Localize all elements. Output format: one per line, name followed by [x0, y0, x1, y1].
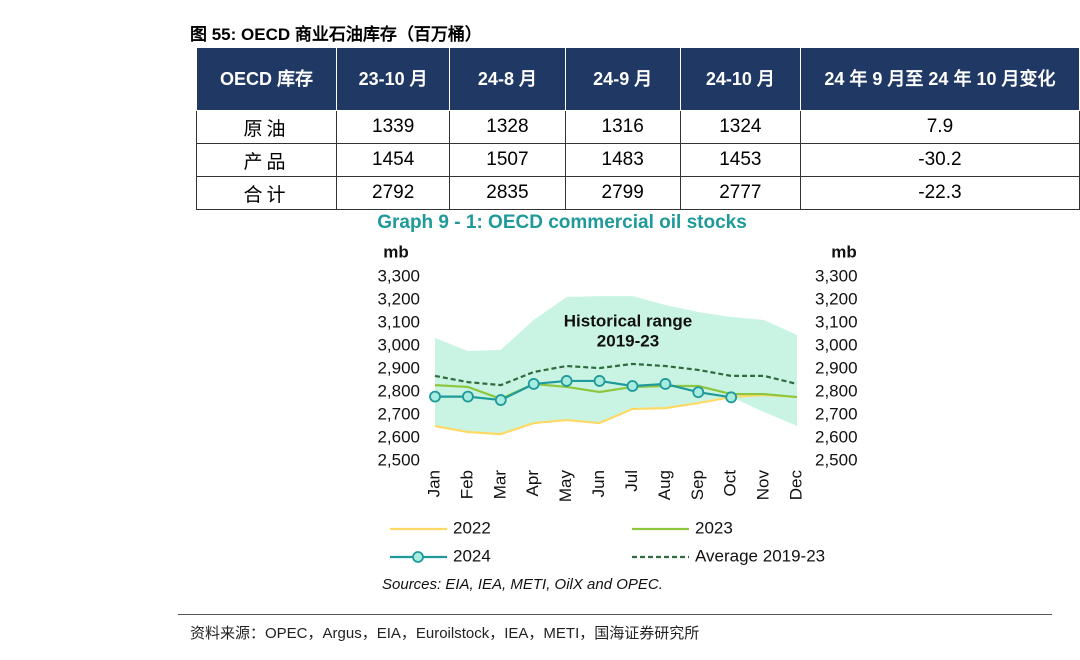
annotation: 2019-23: [597, 331, 659, 350]
chart-source: Sources: EIA, IEA, METI, OilX and OPEC.: [382, 576, 663, 593]
y2-tick-label: 2,700: [815, 404, 858, 423]
column-header: 24-10 月: [679, 47, 801, 111]
cell: -30.2: [799, 143, 1080, 177]
divider: [178, 614, 1052, 615]
x-tick-label: Jul: [622, 470, 641, 492]
x-tick-label: Jun: [589, 470, 608, 497]
legend-label: 2024: [453, 546, 491, 565]
y2-tick-label: 3,100: [815, 312, 858, 331]
series-marker: [626, 380, 639, 392]
x-tick-label: Oct: [721, 470, 740, 497]
legend-marker: [412, 551, 424, 563]
x-tick-label: Nov: [754, 470, 773, 501]
figure-title: 图 55: OECD 商业石油库存（百万桶）: [190, 25, 482, 44]
row-label: 合计: [196, 176, 337, 210]
legend-label: 2023: [695, 518, 733, 537]
y2-tick-label: 3,300: [815, 266, 858, 285]
series-line: [434, 382, 798, 401]
cell: 1339: [335, 110, 451, 144]
cell: 1483: [564, 143, 681, 177]
footer-source: 资料来源：OPEC，Argus，EIA，Euroilstock，IEA，METI…: [190, 625, 700, 642]
cell: 2835: [449, 176, 566, 210]
column-header: 24-8 月: [449, 47, 566, 111]
y-tick-label: 2,500: [377, 450, 420, 469]
series-marker: [527, 378, 540, 390]
cell: 7.9: [799, 110, 1080, 144]
y-tick-label: 2,600: [377, 427, 420, 446]
header-row: OECD 库存 23-10 月 24-8 月 24-9 月 24-10 月 24 年 9 …: [196, 47, 1080, 111]
table-body: 原油 1339 1328 1316 1324 7.9 产品 1454 1507 1483 1453-…: [196, 110, 1080, 210]
x-tick-label: Sep: [688, 470, 707, 500]
y-tick-label: 3,200: [377, 289, 420, 308]
cell: 1316: [564, 110, 681, 144]
series-marker: [659, 378, 672, 390]
row-label: 原油: [196, 110, 337, 144]
cell: -22.3: [799, 176, 1080, 210]
x-tick-label: Feb: [457, 470, 476, 499]
y2-tick-label: 2,600: [815, 427, 858, 446]
table-row: 原油 1339 1328 1316 1324 7.9: [196, 110, 1080, 144]
table-row: 合计 2792 2835 2799 2777 -22.3: [196, 176, 1080, 210]
x-tick-label: Apr: [523, 470, 542, 497]
y-tick-label: 3,100: [377, 312, 420, 331]
y-tick-label: 3,000: [377, 335, 420, 354]
legend-label: Average 2019-23: [695, 546, 825, 565]
column-header: 23-10 月: [335, 47, 451, 111]
y2-tick-label: 2,800: [815, 381, 858, 400]
column-header: 24 年 9 月至 24 年 10 月变化: [799, 47, 1080, 111]
y2-axis-label: mb: [831, 242, 857, 261]
y2-tick-label: 2,900: [815, 358, 858, 377]
cell: 2777: [679, 176, 801, 210]
cell: 1453: [679, 143, 801, 177]
x-tick-label: May: [556, 470, 575, 503]
cell: 1507: [449, 143, 566, 177]
y2-tick-label: 2,500: [815, 450, 858, 469]
x-tick-label: Mar: [490, 470, 509, 500]
series-marker: [462, 390, 474, 403]
series-marker: [593, 375, 606, 387]
series-marker: [725, 391, 738, 404]
y-tick-label: 2,800: [377, 381, 420, 400]
x-tick-label: Aug: [655, 470, 674, 500]
series-marker: [692, 386, 705, 399]
stock-table: OECD 库存 23-10 月 24-8 月 24-9 月 24-10 月 24 年 9 …: [196, 47, 1080, 210]
y-tick-label: 2,900: [377, 358, 420, 377]
cell: 1324: [679, 110, 801, 144]
series-line: [435, 379, 732, 402]
annotation: Historical range: [564, 311, 693, 330]
y-axis-label: mb: [383, 242, 409, 261]
y-tick-label: 3,300: [377, 266, 420, 285]
series-marker: [560, 375, 573, 387]
cell: 1454: [335, 143, 451, 177]
chart-title: Graph 9 - 1: OECD commercial oil stocks: [377, 212, 747, 233]
column-header: OECD 库存: [196, 47, 337, 111]
series-marker: [494, 394, 507, 406]
legend-label: 2022: [453, 518, 491, 537]
x-tick-label: Dec: [786, 470, 805, 501]
series-marker: [429, 390, 441, 403]
x-tick-label: Jan: [424, 470, 443, 497]
row-label: 产品: [196, 143, 337, 177]
y-tick-label: 2,700: [377, 404, 420, 423]
series-line: [434, 362, 798, 387]
table-row: 产品 1454 1507 1483 1453 -30.2: [196, 143, 1080, 177]
cell: 2792: [335, 176, 451, 210]
y2-tick-label: 3,200: [815, 289, 858, 308]
cell: 2799: [564, 176, 681, 210]
y2-tick-label: 3,000: [815, 335, 858, 354]
column-header: 24-9 月: [564, 47, 681, 111]
cell: 1328: [449, 110, 566, 144]
